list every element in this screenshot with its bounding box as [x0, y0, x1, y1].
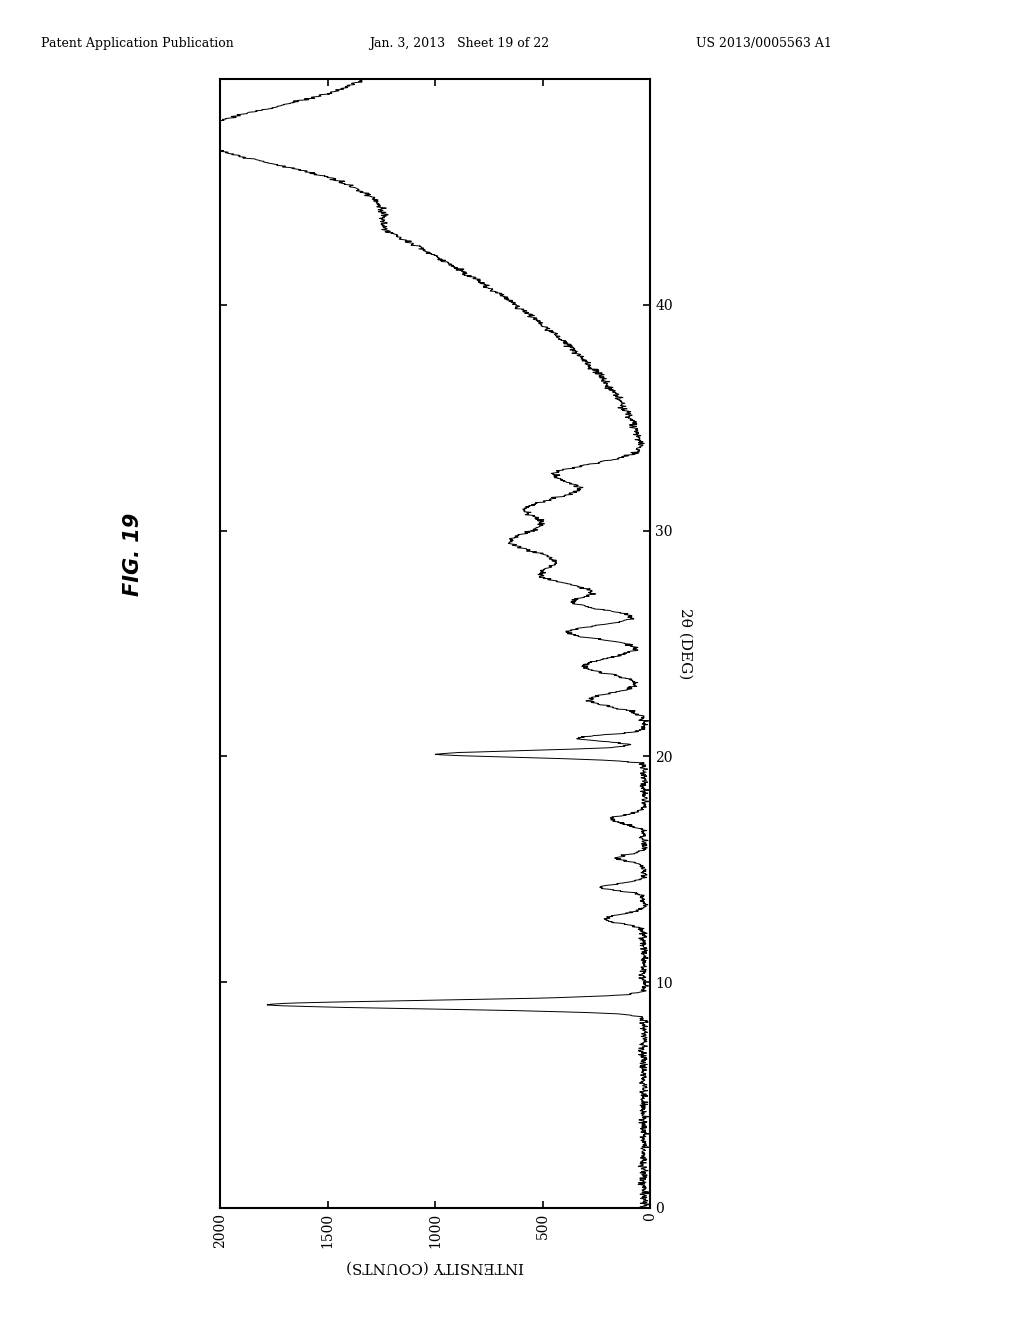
Text: Jan. 3, 2013   Sheet 19 of 22: Jan. 3, 2013 Sheet 19 of 22 [369, 37, 549, 50]
X-axis label: INTENSITY (COUNTS): INTENSITY (COUNTS) [346, 1259, 524, 1272]
Y-axis label: 2θ (DEG): 2θ (DEG) [678, 607, 692, 680]
Text: Patent Application Publication: Patent Application Publication [41, 37, 233, 50]
Text: US 2013/0005563 A1: US 2013/0005563 A1 [696, 37, 833, 50]
Text: FIG. 19: FIG. 19 [123, 512, 143, 597]
